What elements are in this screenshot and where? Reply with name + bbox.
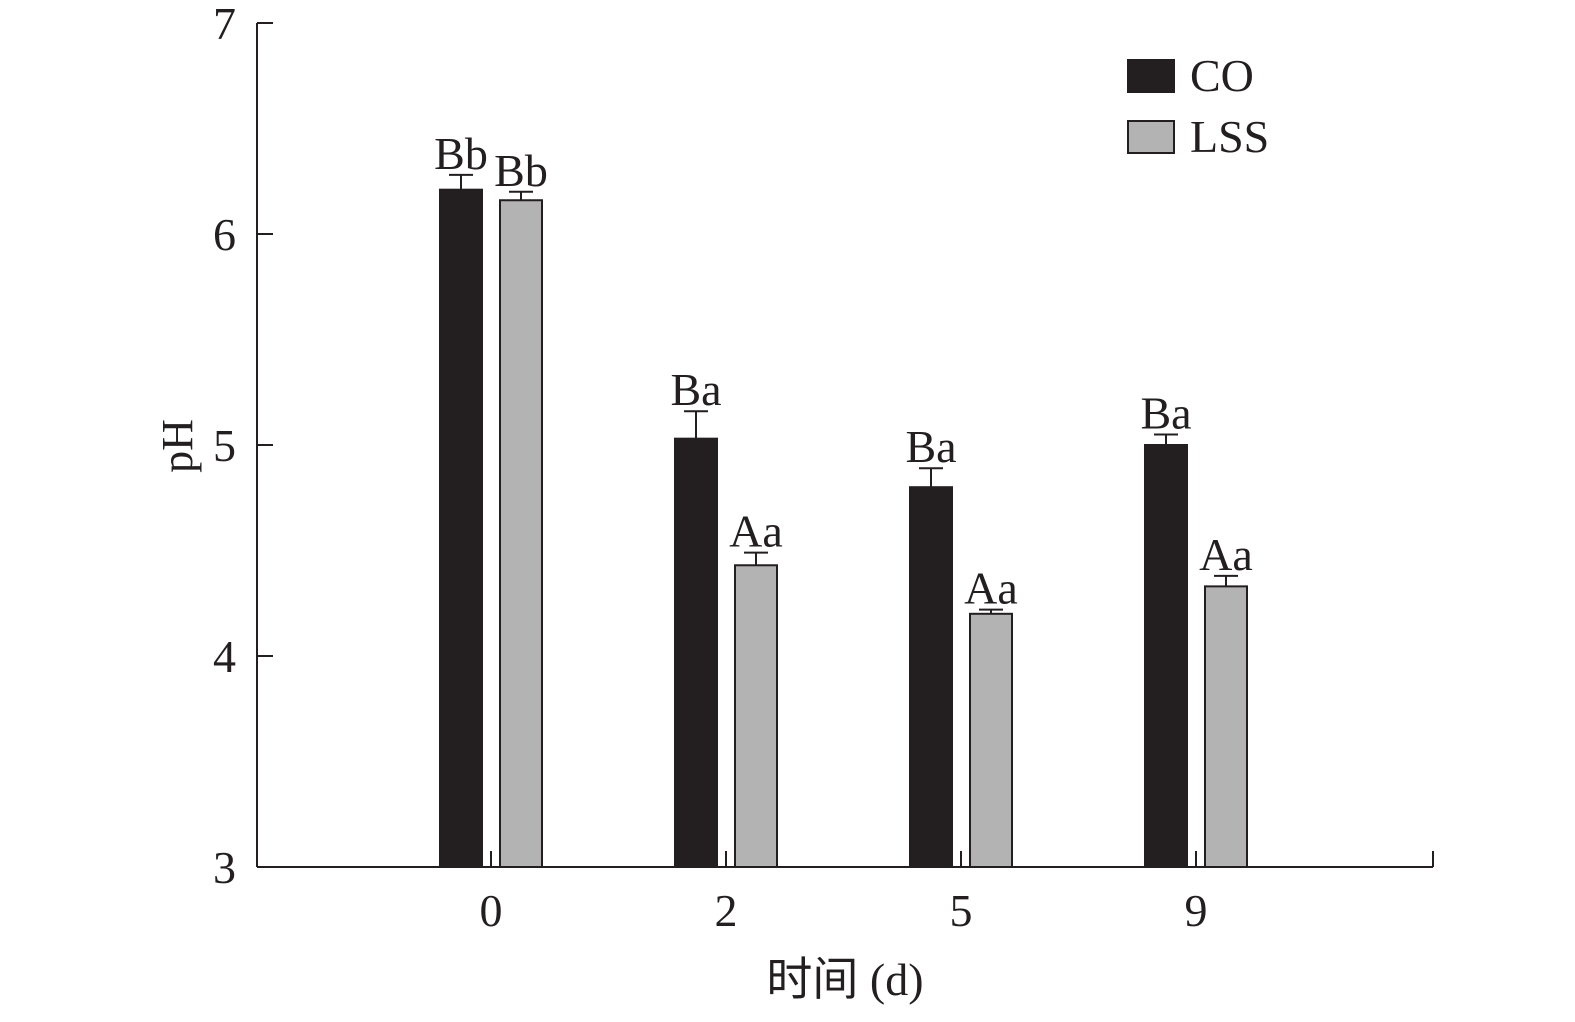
legend-swatch-lss [1127,120,1175,154]
y-ticks: 3 4 5 6 7 [213,0,273,893]
significance-label-co-day-5: Ba [905,421,956,472]
y-tick-label: 5 [213,420,236,471]
y-tick-label: 6 [213,209,236,260]
bar-co-day-2 [674,437,718,868]
significance-label-co-day-0: Bb [434,128,488,179]
significance-labels: Bb Ba Ba Ba Bb Aa Aa Aa [434,128,1253,614]
significance-label-lss-day-0: Bb [494,145,548,196]
x-tick-label: 0 [480,885,503,936]
bars [439,188,1248,869]
y-tick-label: 3 [213,842,236,893]
x-tick-label: 5 [950,885,973,936]
significance-label-lss-day-2: Aa [729,506,783,557]
error-bars [449,173,1238,614]
legend-label-lss: LSS [1190,111,1269,162]
bar-lss-day-5 [969,612,1013,868]
x-ticks: 0 2 5 9 [480,851,1208,936]
bar-co-day-5 [909,486,953,868]
x-tick-label: 2 [715,885,738,936]
significance-label-lss-day-9: Aa [1199,529,1253,580]
bar-lss-day-2 [734,564,778,869]
legend-swatch-co [1127,59,1175,93]
y-tick-label: 7 [213,0,236,49]
bar-co-day-0 [439,188,483,868]
bar-lss-day-0 [499,199,543,869]
bar-lss-day-9 [1204,585,1248,868]
legend: CO LSS [1127,50,1269,162]
y-tick-label: 4 [213,631,236,682]
significance-label-co-day-2: Ba [670,364,721,415]
y-axis-label: pH [153,419,202,473]
legend-label-co: CO [1190,50,1254,101]
bar-co-day-9 [1144,444,1188,868]
x-tick-label: 9 [1185,885,1208,936]
x-axis-label: 时间 (d) [766,954,923,1005]
significance-label-lss-day-5: Aa [964,563,1018,614]
significance-label-co-day-9: Ba [1140,387,1191,438]
